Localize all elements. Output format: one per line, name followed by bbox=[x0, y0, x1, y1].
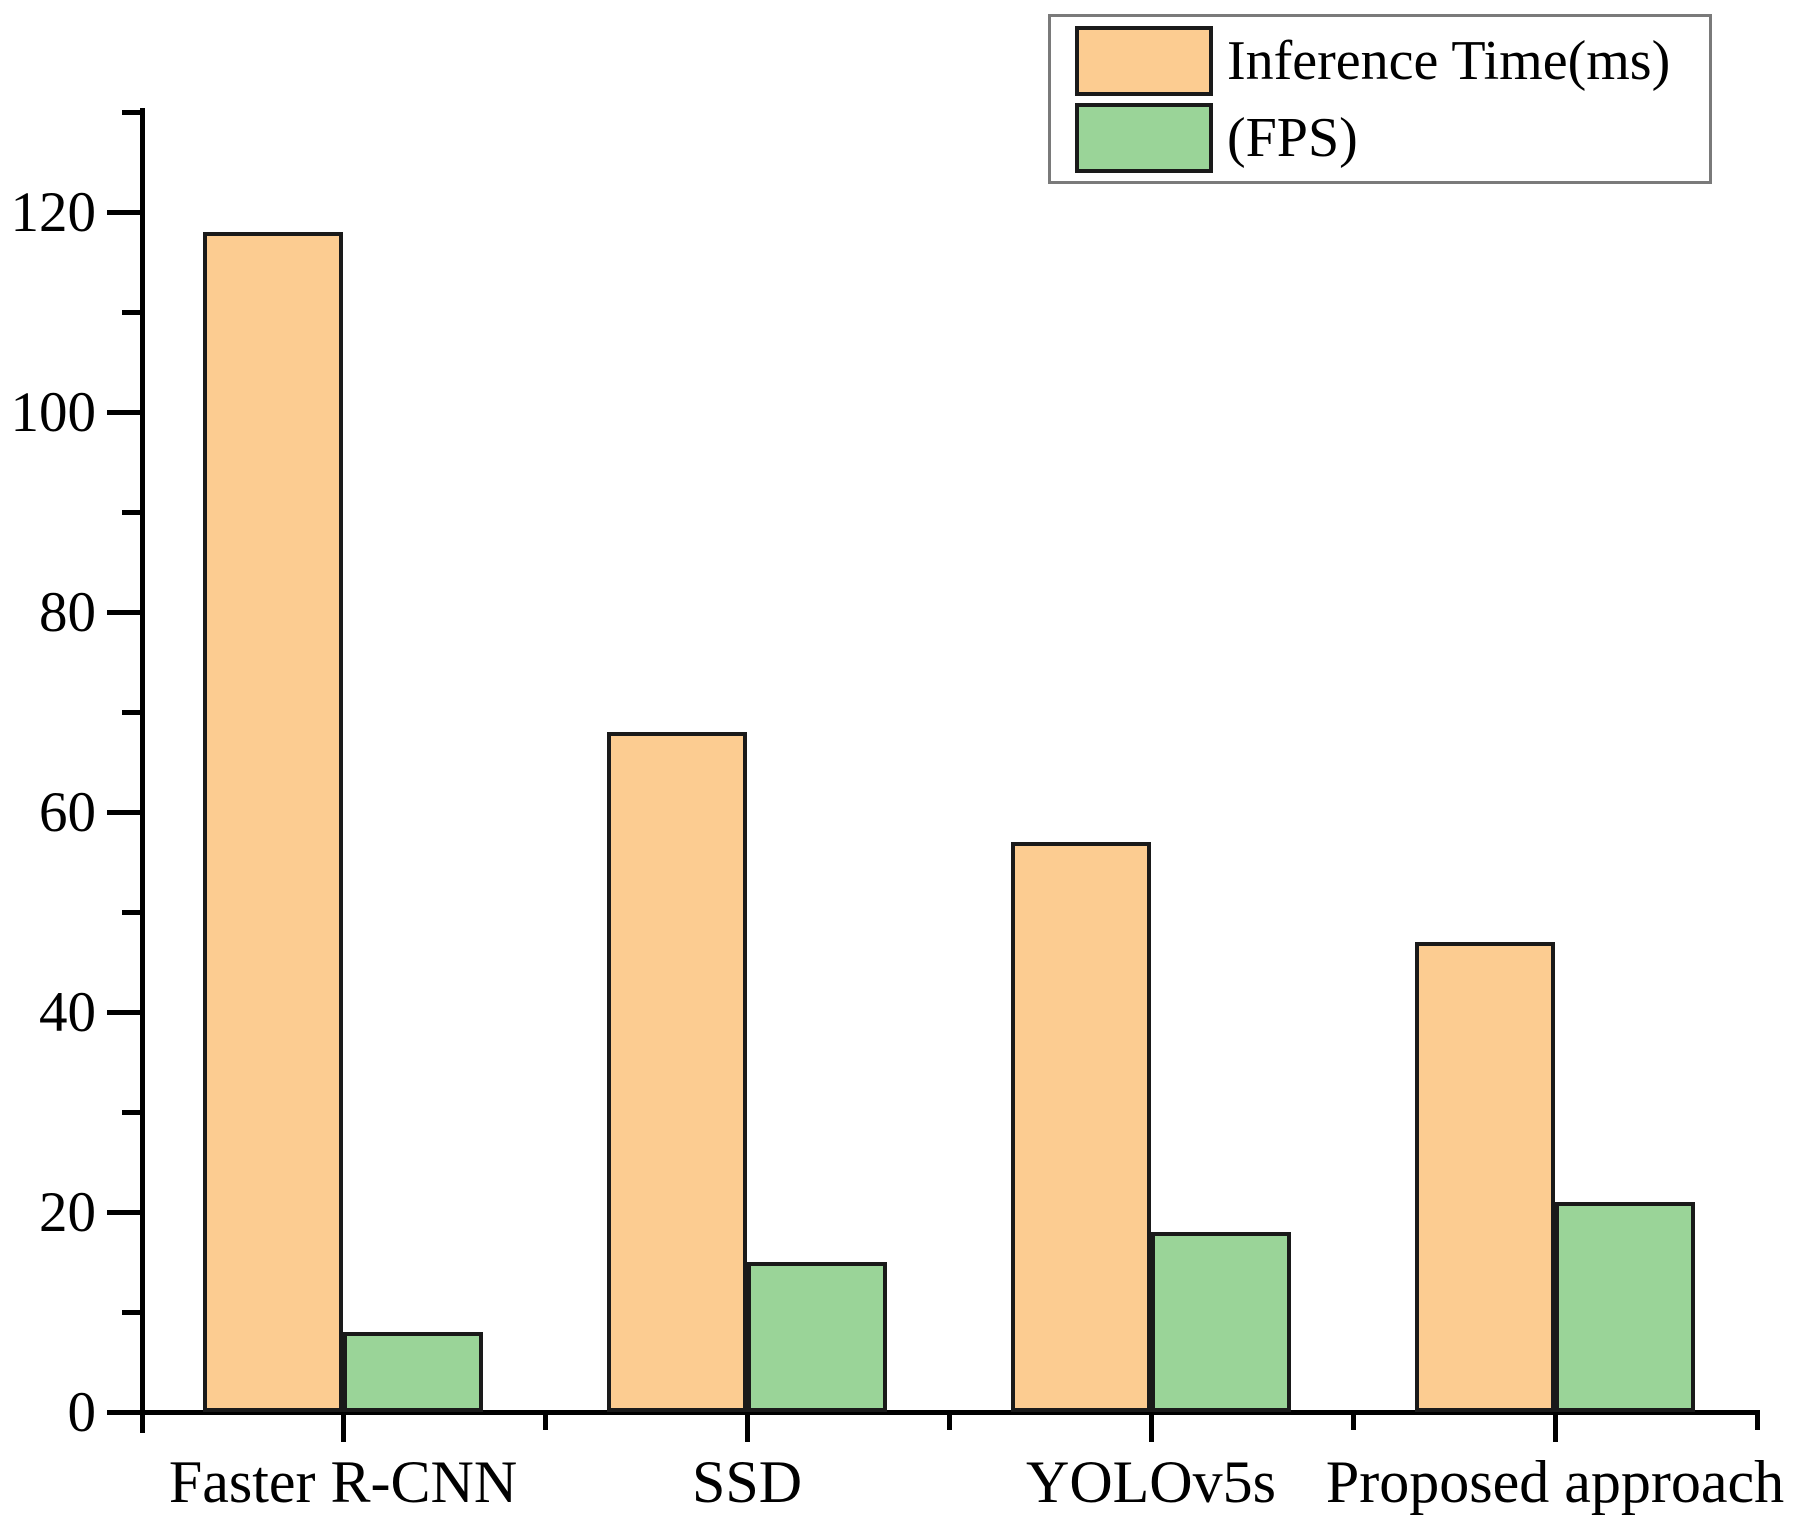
legend-swatch-fps bbox=[1075, 102, 1213, 173]
y-major-tick bbox=[107, 1210, 142, 1215]
x-minor-tick bbox=[543, 1412, 548, 1430]
y-major-tick bbox=[107, 410, 142, 415]
y-minor-tick bbox=[122, 910, 142, 915]
legend-label-inference-time: Inference Time(ms) bbox=[1227, 29, 1671, 92]
y-minor-tick bbox=[122, 710, 142, 715]
x-major-tick bbox=[1149, 1412, 1154, 1442]
x-axis-label: SSD bbox=[691, 1449, 803, 1515]
bar-inference-time bbox=[607, 732, 747, 1412]
legend: Inference Time(ms) (FPS) bbox=[1048, 14, 1712, 184]
bar-fps bbox=[1555, 1202, 1695, 1412]
legend-item-fps: (FPS) bbox=[1075, 102, 1709, 173]
x-major-tick bbox=[341, 1412, 346, 1442]
y-major-tick bbox=[107, 810, 142, 815]
x-axis-label: Proposed approach bbox=[1325, 1449, 1785, 1515]
x-axis-label: Faster R-CNN bbox=[168, 1449, 518, 1515]
x-major-tick bbox=[745, 1412, 750, 1442]
y-minor-tick bbox=[122, 510, 142, 515]
y-axis-tick-label: 100 bbox=[10, 381, 97, 444]
bar-inference-time bbox=[1011, 842, 1151, 1412]
x-minor-tick bbox=[1351, 1412, 1356, 1430]
y-major-tick bbox=[107, 610, 142, 615]
bar-inference-time bbox=[1415, 942, 1555, 1412]
y-axis-tick-label: 40 bbox=[39, 981, 96, 1044]
bar-fps bbox=[1151, 1232, 1291, 1412]
y-axis-tick-label: 120 bbox=[10, 181, 97, 244]
y-minor-tick bbox=[122, 110, 142, 115]
y-axis-tick-label: 20 bbox=[39, 1181, 96, 1244]
bar-fps bbox=[747, 1262, 887, 1412]
y-major-tick bbox=[107, 1010, 142, 1015]
y-axis bbox=[140, 108, 145, 1433]
legend-item-inference-time: Inference Time(ms) bbox=[1075, 25, 1709, 96]
bar-inference-time bbox=[203, 232, 343, 1412]
x-axis-label: YOLOv5s bbox=[1026, 1449, 1276, 1515]
legend-swatch-inference-time bbox=[1075, 25, 1213, 96]
y-axis-tick-label: 60 bbox=[39, 781, 96, 844]
y-axis-tick-label: 80 bbox=[39, 581, 96, 644]
y-major-tick bbox=[107, 1410, 142, 1415]
x-minor-tick bbox=[947, 1412, 952, 1430]
legend-label-fps: (FPS) bbox=[1227, 106, 1358, 169]
y-minor-tick bbox=[122, 310, 142, 315]
bar-fps bbox=[343, 1332, 483, 1412]
y-axis-tick-label: 0 bbox=[67, 1381, 97, 1444]
y-major-tick bbox=[107, 210, 142, 215]
x-major-tick bbox=[1553, 1412, 1558, 1442]
y-minor-tick bbox=[122, 1110, 142, 1115]
x-minor-tick bbox=[1755, 1412, 1760, 1430]
y-minor-tick bbox=[122, 1310, 142, 1315]
